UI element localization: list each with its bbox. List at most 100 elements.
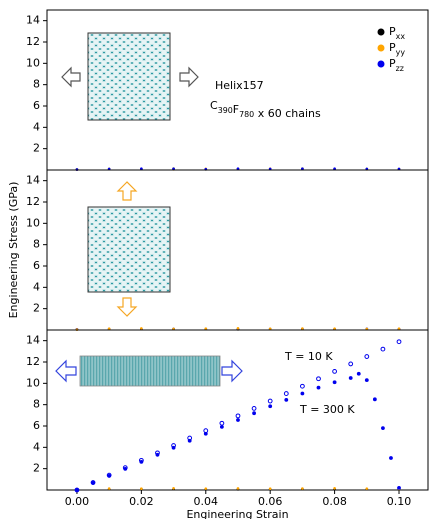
y-tick-label: 4	[33, 440, 40, 453]
data-point	[299, 383, 305, 389]
data-point	[236, 418, 240, 422]
data-point	[348, 376, 353, 380]
data-point	[155, 452, 160, 457]
data-point	[236, 167, 240, 170]
data-point	[333, 167, 336, 171]
data-point	[316, 376, 321, 382]
y-tick-label: 12	[26, 35, 40, 48]
data-point	[219, 420, 225, 426]
data-point	[333, 327, 336, 331]
data-point	[268, 327, 272, 331]
data-point	[333, 486, 336, 490]
data-point	[236, 487, 240, 490]
data-point	[332, 368, 338, 374]
y-axis-label: Engineering Stress (GPa)	[7, 182, 20, 319]
data-point	[139, 459, 144, 464]
y-tick-label: 6	[33, 259, 40, 272]
data-point	[348, 361, 354, 367]
data-point	[300, 391, 305, 396]
series-annotation: T = 10 K	[284, 350, 333, 363]
x-tick-label: 0.00	[65, 495, 90, 508]
data-point	[301, 327, 304, 330]
data-point	[140, 487, 143, 491]
y-tick-label: 10	[26, 376, 40, 389]
illustration	[55, 355, 243, 387]
legend-marker	[377, 60, 385, 68]
x-tick-label: 0.10	[387, 495, 412, 508]
data-point	[380, 346, 386, 352]
data-point	[172, 486, 175, 490]
y-tick-label: 4	[33, 120, 40, 133]
data-point	[283, 391, 289, 396]
x-tick-label: 0.06	[258, 495, 283, 508]
annotation: C390F780 x 60 chains	[210, 99, 321, 120]
y-tick-label: 6	[33, 419, 40, 432]
y-tick-label: 10	[26, 216, 40, 229]
data-point	[364, 354, 370, 359]
legend-label: Pyy	[389, 41, 405, 57]
y-tick-label: 6	[33, 99, 40, 112]
data-point	[187, 438, 192, 443]
data-point	[107, 487, 111, 490]
data-point	[268, 404, 273, 409]
data-point	[364, 378, 369, 383]
data-point	[316, 385, 321, 390]
data-point	[397, 327, 401, 330]
data-point	[396, 339, 402, 345]
illustration	[61, 32, 199, 121]
data-point	[219, 424, 224, 429]
data-point	[356, 371, 361, 376]
data-point	[203, 431, 208, 436]
data-point	[236, 326, 240, 330]
series-annotation: T = 300 K	[299, 403, 355, 416]
legend-marker	[377, 28, 385, 36]
legend-label: Pxx	[389, 25, 405, 41]
y-tick-label: 12	[26, 195, 40, 208]
data-point	[268, 487, 272, 491]
data-point	[365, 487, 369, 490]
data-point	[381, 426, 385, 431]
y-tick-label: 14	[26, 334, 40, 347]
plot-frame	[46, 329, 429, 491]
data-point	[140, 327, 143, 330]
illustration	[87, 181, 171, 317]
legend-marker	[377, 44, 385, 52]
data-point	[332, 380, 337, 385]
annotation: Helix157	[215, 79, 264, 92]
y-tick-label: 4	[33, 280, 40, 293]
data-point	[123, 466, 128, 471]
y-tick-label: 2	[33, 142, 40, 155]
data-point	[75, 488, 79, 492]
data-point	[284, 397, 289, 402]
y-tick-label: 2	[33, 302, 40, 315]
data-point	[107, 327, 111, 331]
data-point	[372, 397, 377, 402]
data-point	[140, 167, 143, 171]
y-tick-label: 14	[26, 14, 40, 27]
y-tick-label: 8	[33, 398, 40, 411]
data-point	[397, 485, 401, 490]
data-point	[301, 167, 304, 171]
data-point	[267, 398, 273, 404]
data-point	[91, 481, 95, 485]
y-tick-label: 8	[33, 78, 40, 91]
legend-label: Pzz	[389, 57, 404, 73]
y-tick-label: 14	[26, 174, 40, 187]
x-tick-label: 0.08	[322, 495, 347, 508]
data-point	[171, 445, 176, 450]
x-axis-label: Engineering Strain	[186, 508, 288, 519]
data-point	[301, 487, 304, 490]
y-tick-label: 8	[33, 238, 40, 251]
y-tick-label: 2	[33, 462, 40, 475]
y-tick-label: 12	[26, 355, 40, 368]
data-point	[204, 487, 208, 490]
x-tick-label: 0.04	[194, 495, 219, 508]
data-point	[107, 474, 112, 478]
data-point	[252, 411, 256, 416]
data-point	[235, 413, 241, 419]
y-tick-label: 10	[26, 56, 40, 69]
x-tick-label: 0.02	[129, 495, 154, 508]
data-point	[389, 456, 393, 460]
data-point	[251, 406, 257, 411]
